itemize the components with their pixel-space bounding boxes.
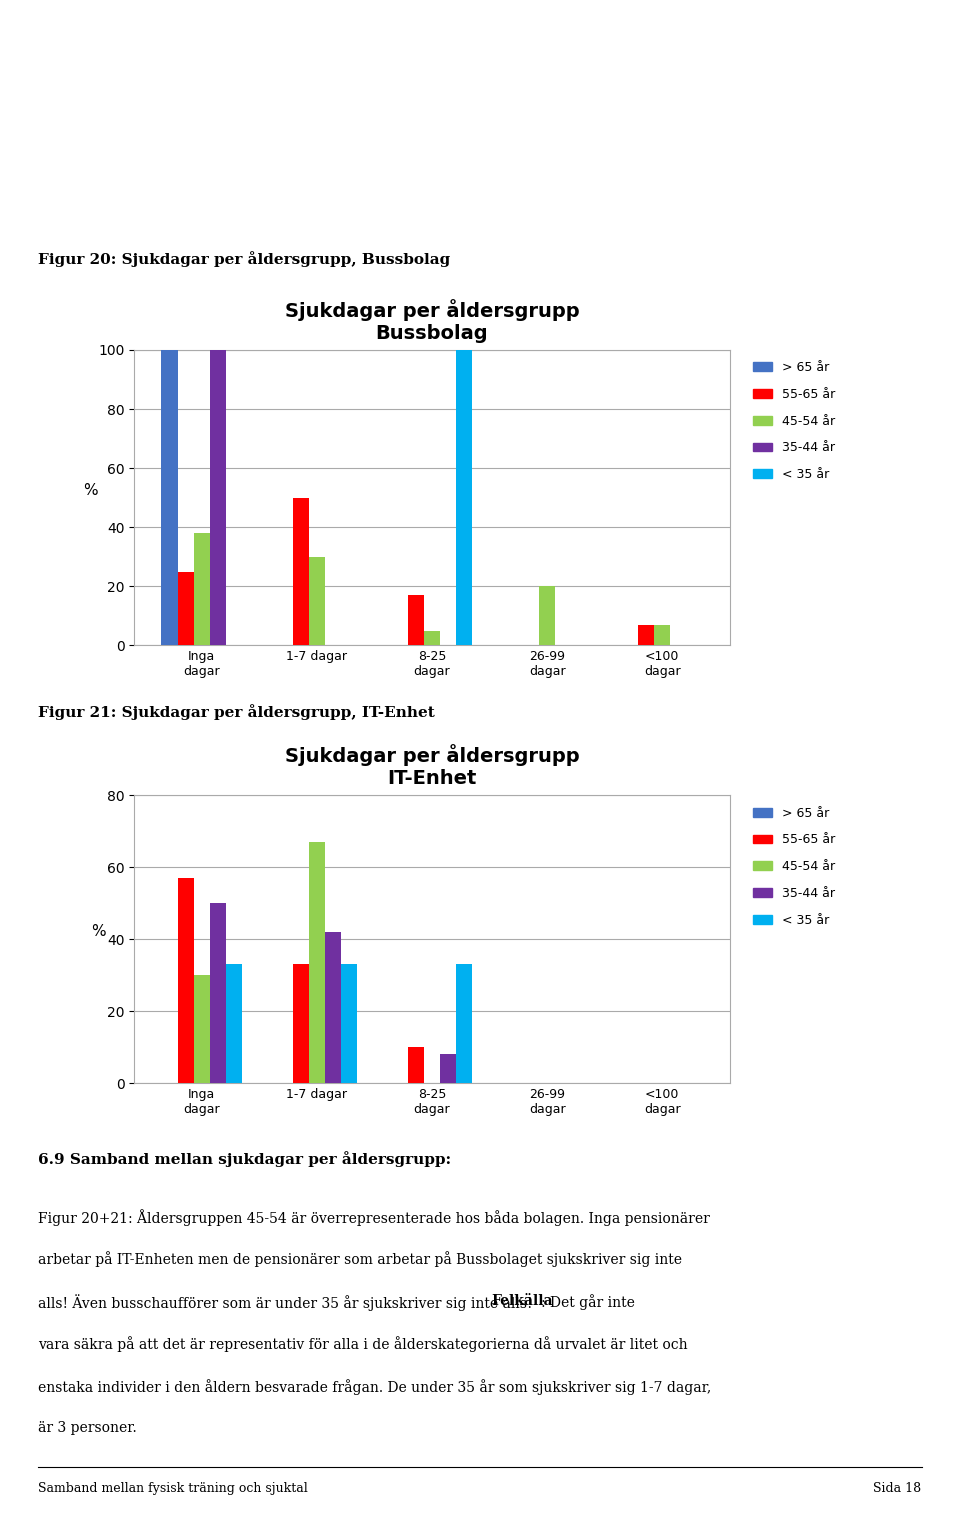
- Text: alls! Även busschaufförer som är under 35 år sjukskriver sig inte alls!: alls! Även busschaufförer som är under 3…: [38, 1294, 538, 1310]
- Legend: > 65 år, 55-65 år, 45-54 år, 35-44 år, < 35 år: > 65 år, 55-65 år, 45-54 år, 35-44 år, <…: [748, 356, 840, 486]
- Bar: [456, 965, 472, 1083]
- Bar: [408, 1047, 424, 1083]
- Bar: [194, 976, 210, 1083]
- Bar: [456, 350, 472, 645]
- Bar: [324, 932, 341, 1083]
- Bar: [293, 965, 309, 1083]
- Bar: [408, 595, 424, 645]
- Text: Figur 20+21: Åldersgruppen 45-54 är överrepresenterade hos båda bolagen. Inga pe: Figur 20+21: Åldersgruppen 45-54 är över…: [38, 1209, 710, 1226]
- Text: Samband mellan fysisk träning och sjuktal: Samband mellan fysisk träning och sjukta…: [38, 1482, 308, 1495]
- Bar: [540, 586, 555, 645]
- Title: Sjukdagar per åldersgrupp
IT-Enhet: Sjukdagar per åldersgrupp IT-Enhet: [285, 744, 579, 788]
- Bar: [654, 624, 670, 645]
- Text: vara säkra på att det är representativ för alla i de ålderskategorierna då urval: vara säkra på att det är representativ f…: [38, 1336, 688, 1351]
- Bar: [210, 903, 226, 1083]
- Text: enstaka individer i den åldern besvarade frågan. De under 35 år som sjukskriver : enstaka individer i den åldern besvarade…: [38, 1379, 711, 1394]
- Bar: [178, 879, 194, 1083]
- Bar: [309, 558, 324, 645]
- Legend: > 65 år, 55-65 år, 45-54 år, 35-44 år, < 35 år: > 65 år, 55-65 år, 45-54 år, 35-44 år, <…: [748, 801, 840, 932]
- Bar: [210, 350, 226, 645]
- Text: arbetar på IT-Enheten men de pensionärer som arbetar på Bussbolaget sjukskriver : arbetar på IT-Enheten men de pensionärer…: [38, 1251, 683, 1267]
- Text: Felkälla: Felkälla: [492, 1294, 553, 1307]
- Bar: [440, 1054, 456, 1083]
- Bar: [194, 533, 210, 645]
- Text: 6.9 Samband mellan sjukdagar per åldersgrupp:: 6.9 Samband mellan sjukdagar per åldersg…: [38, 1151, 451, 1167]
- Text: Figur 20: Sjukdagar per åldersgrupp, Bussbolag: Figur 20: Sjukdagar per åldersgrupp, Bus…: [38, 251, 450, 267]
- Title: Sjukdagar per åldersgrupp
Bussbolag: Sjukdagar per åldersgrupp Bussbolag: [285, 298, 579, 342]
- Text: : Det går inte: : Det går inte: [541, 1294, 636, 1309]
- Bar: [638, 624, 654, 645]
- Bar: [178, 571, 194, 645]
- Bar: [161, 350, 178, 645]
- Y-axis label: %: %: [83, 483, 97, 498]
- Bar: [293, 498, 309, 645]
- Y-axis label: %: %: [91, 924, 106, 939]
- Bar: [309, 842, 324, 1083]
- Bar: [424, 630, 440, 645]
- Bar: [226, 965, 242, 1083]
- Text: Sida 18: Sida 18: [874, 1482, 922, 1495]
- Text: är 3 personer.: är 3 personer.: [38, 1421, 137, 1435]
- Text: Figur 21: Sjukdagar per åldersgrupp, IT-Enhet: Figur 21: Sjukdagar per åldersgrupp, IT-…: [38, 704, 435, 720]
- Bar: [341, 965, 357, 1083]
